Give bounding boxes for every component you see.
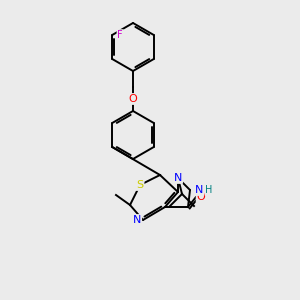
Text: N: N — [174, 173, 182, 183]
Text: H: H — [205, 185, 213, 195]
Text: S: S — [136, 180, 144, 190]
Text: F: F — [117, 30, 123, 40]
Text: N: N — [133, 215, 141, 225]
Text: O: O — [129, 94, 137, 104]
Text: N: N — [195, 185, 203, 195]
Text: O: O — [196, 192, 206, 202]
